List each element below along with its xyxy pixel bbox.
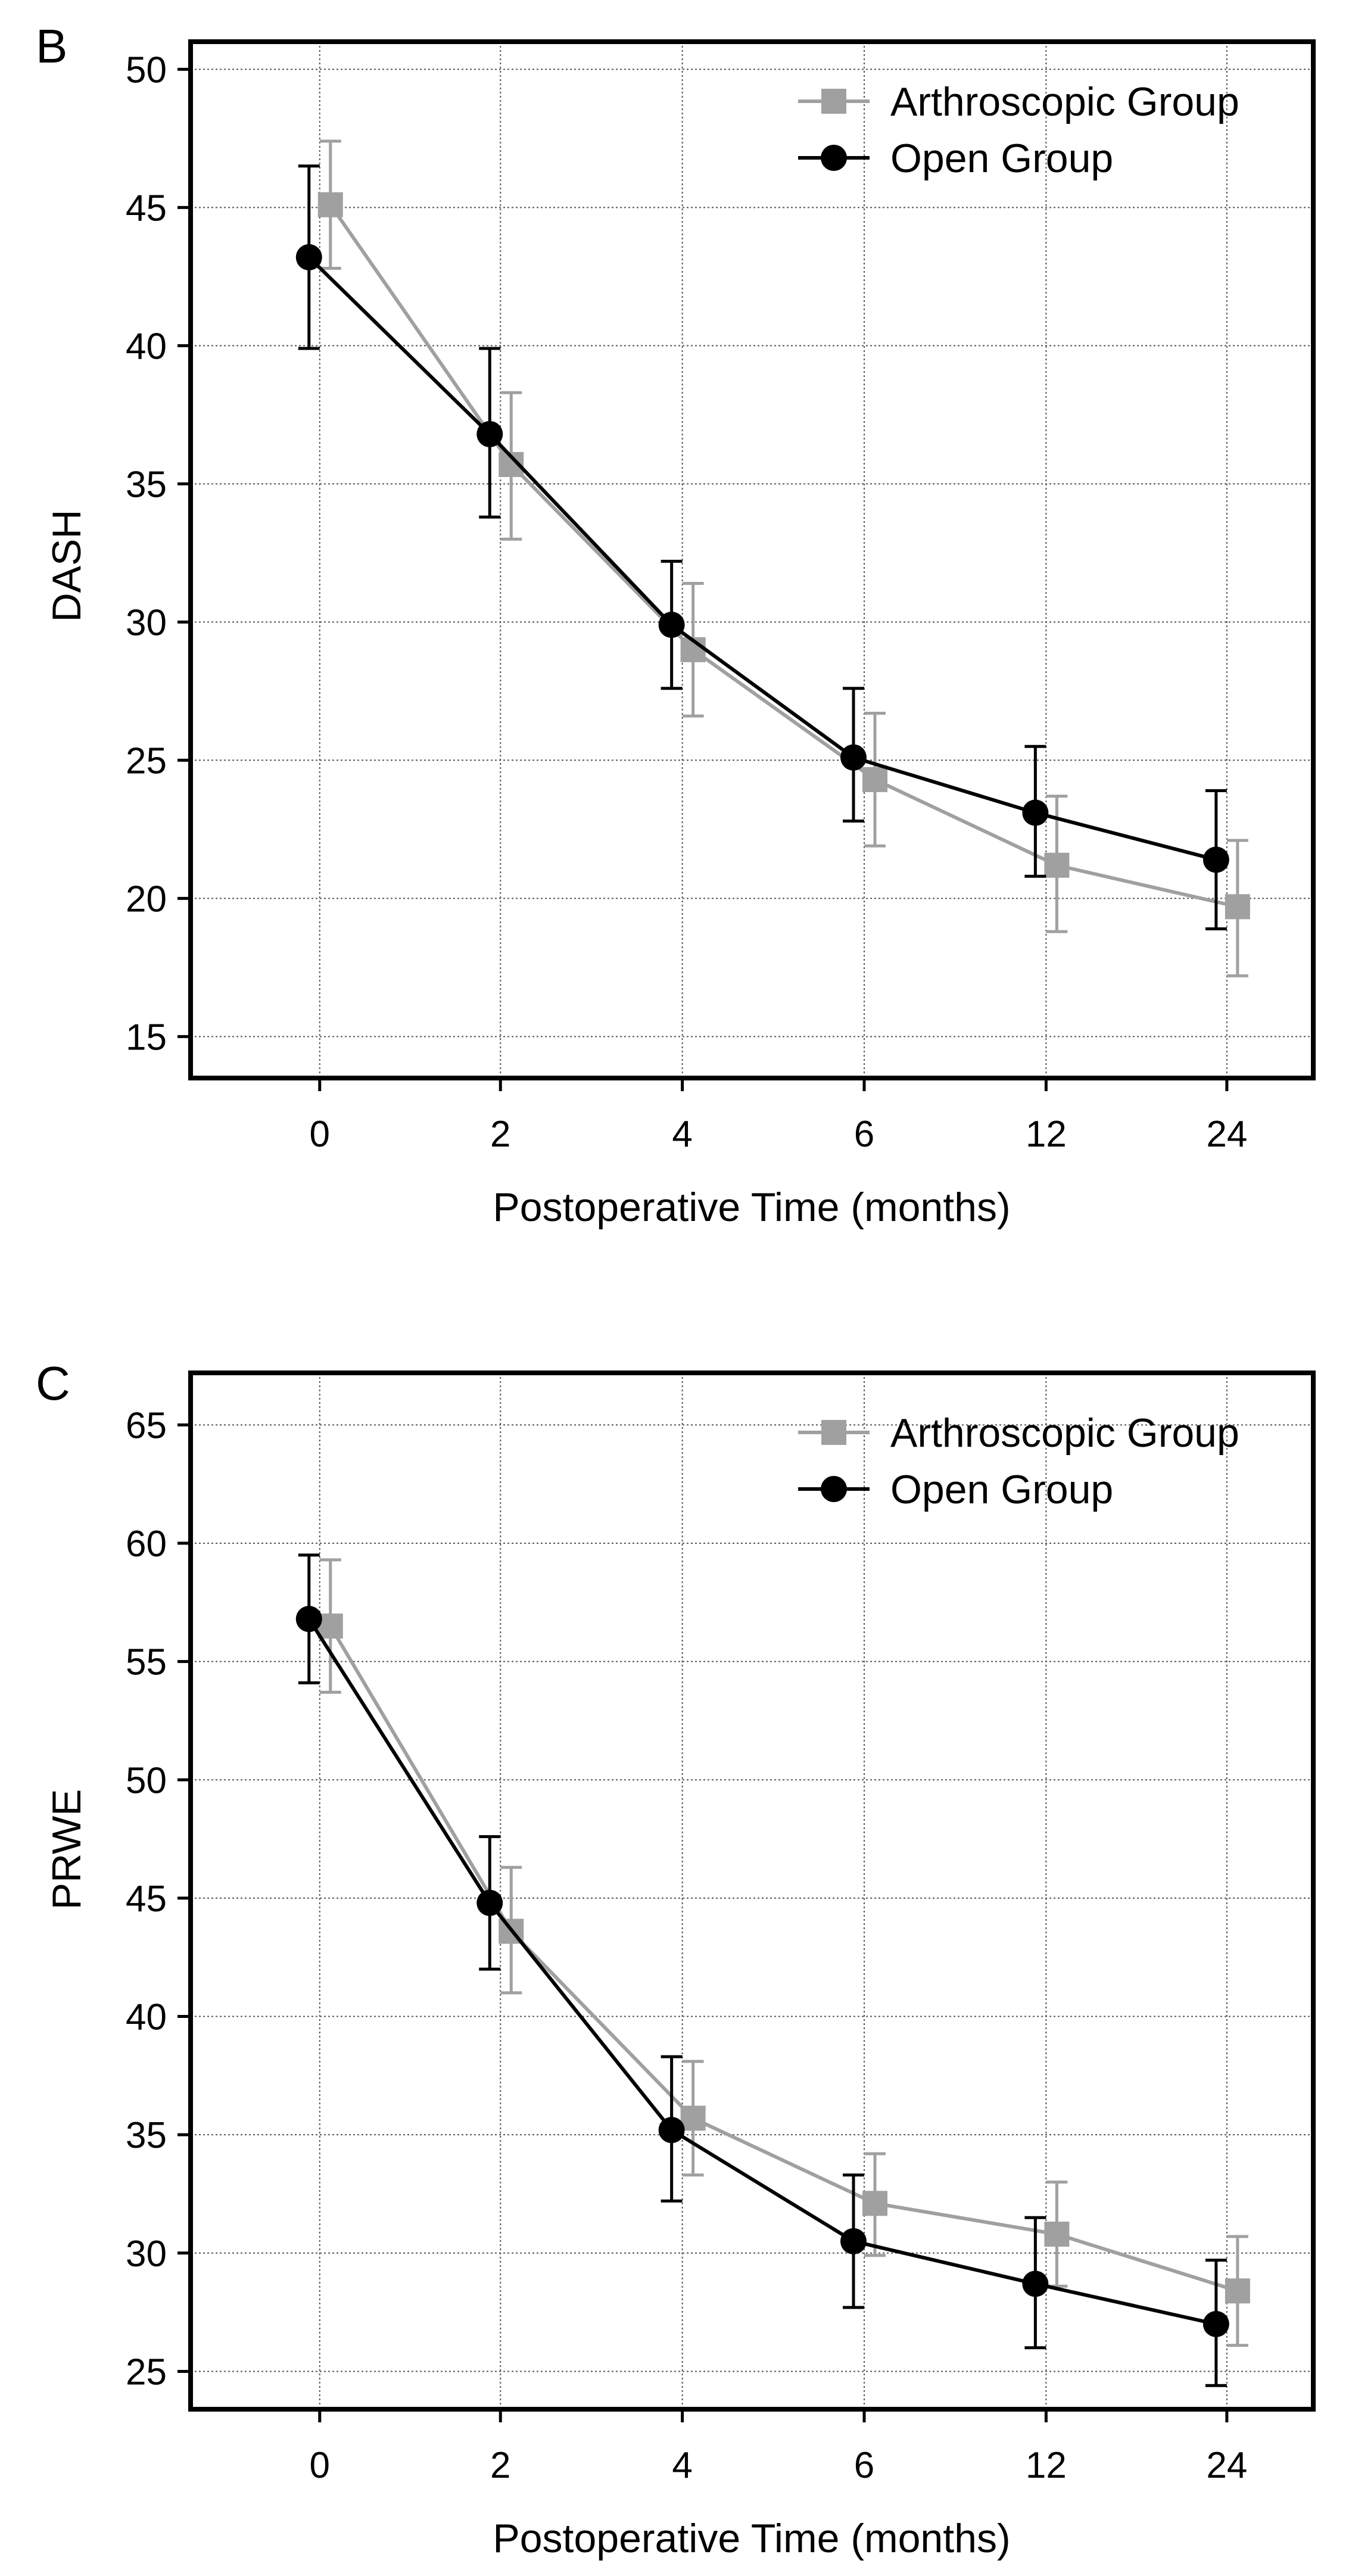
x-tick-label: 12: [1026, 2445, 1067, 2486]
y-tick-label: 30: [126, 2234, 167, 2275]
y-tick-label: 65: [126, 1405, 167, 1446]
series-line: [329, 1625, 1238, 2293]
x-axis-title-c: Postoperative Time (months): [493, 2516, 1010, 2561]
legend-marker-circle: [821, 1476, 847, 1502]
data-point-circle: [1022, 799, 1049, 826]
data-point-circle: [840, 744, 867, 771]
y-tick-label: 20: [126, 879, 167, 920]
legend-c: Arthroscopic Group Open Group: [798, 1410, 1239, 1512]
data-point-circle: [1203, 2310, 1229, 2337]
legend-label: Arthroscopic Group: [890, 1410, 1239, 1456]
x-tick-label: 24: [1206, 1114, 1247, 1155]
legend-item: Arthroscopic Group: [798, 79, 1239, 124]
grid-c: [191, 1373, 1313, 2409]
x-tick-label: 4: [672, 2445, 692, 2486]
data-point-square: [317, 1613, 343, 1639]
legend-item: Open Group: [798, 1467, 1113, 1512]
series-b: [295, 139, 1250, 977]
y-tick-label: 25: [126, 2351, 167, 2393]
grid-b: [191, 42, 1313, 1078]
y-tick-label: 25: [126, 740, 167, 781]
legend-label: Open Group: [890, 136, 1113, 181]
y-tick-label: 35: [126, 464, 167, 505]
series-c: [295, 1553, 1250, 2387]
y-tick-label: 60: [126, 1524, 167, 1565]
data-point-circle: [1203, 846, 1229, 873]
y-tick-label: 50: [126, 49, 167, 91]
y-tick-label: 50: [126, 1760, 167, 1801]
y-axis-title-c: PRWE: [44, 1789, 89, 1910]
panel-letter-c: C: [36, 1357, 70, 1410]
legend-item: Arthroscopic Group: [798, 1410, 1239, 1456]
x-tick-label: 2: [490, 1114, 510, 1155]
data-point-circle: [658, 2117, 685, 2144]
series-circle-b: [295, 164, 1229, 930]
data-point-circle: [476, 1889, 503, 1916]
legend-item: Open Group: [798, 136, 1113, 181]
data-point-square: [1225, 2278, 1250, 2304]
x-tick-label: 6: [854, 2445, 874, 2486]
x-axis-title-b: Postoperative Time (months): [493, 1185, 1010, 1230]
series-square-c: [317, 1558, 1250, 2347]
legend-marker-square: [821, 89, 846, 114]
x-tick-label: 0: [310, 2445, 330, 2486]
data-point-square: [1044, 2222, 1070, 2247]
y-tick-label: 15: [126, 1017, 167, 1058]
y-tick-label: 45: [126, 188, 167, 229]
series-line: [329, 204, 1238, 909]
y-tick-label: 35: [126, 2115, 167, 2156]
plot-frame-c: [188, 1370, 1316, 2412]
data-point-circle: [840, 2228, 867, 2254]
data-point-square: [862, 767, 887, 792]
y-tick-label: 55: [126, 1642, 167, 1683]
data-point-square: [680, 2105, 706, 2131]
x-tick-label: 0: [310, 1114, 330, 1155]
data-point-square: [862, 2191, 887, 2216]
panel-letter-b: B: [36, 20, 67, 73]
legend-marker-circle: [821, 145, 847, 171]
data-point-square: [317, 192, 343, 217]
y-tick-label: 40: [126, 326, 167, 367]
x-tick-label: 12: [1026, 1114, 1067, 1155]
data-point-square: [1225, 894, 1250, 920]
y-tick-label: 45: [126, 1879, 167, 1920]
x-tick-label: 6: [854, 1114, 874, 1155]
data-point-square: [1044, 852, 1070, 878]
plot-frame-b: [188, 39, 1316, 1080]
y-tick-label: 40: [126, 1997, 167, 2038]
series-line: [307, 1618, 1217, 2326]
data-point-circle: [476, 420, 503, 447]
y-tick-label: 30: [126, 602, 167, 643]
x-tick-label: 4: [672, 1114, 692, 1155]
series-line: [307, 256, 1217, 862]
legend-b: Arthroscopic Group Open Group: [798, 79, 1239, 181]
data-point-circle: [658, 612, 685, 638]
data-point-circle: [295, 244, 322, 270]
legend-label: Arthroscopic Group: [890, 79, 1239, 124]
legend-label: Open Group: [890, 1467, 1113, 1512]
x-tick-label: 2: [490, 2445, 510, 2486]
data-point-circle: [1022, 2270, 1049, 2297]
series-circle-c: [295, 1553, 1229, 2387]
series-square-b: [317, 139, 1250, 977]
data-point-circle: [295, 1606, 322, 1633]
y-axis-title-b: DASH: [44, 510, 89, 622]
legend-marker-square: [821, 1420, 846, 1445]
x-tick-label: 24: [1206, 2445, 1247, 2486]
